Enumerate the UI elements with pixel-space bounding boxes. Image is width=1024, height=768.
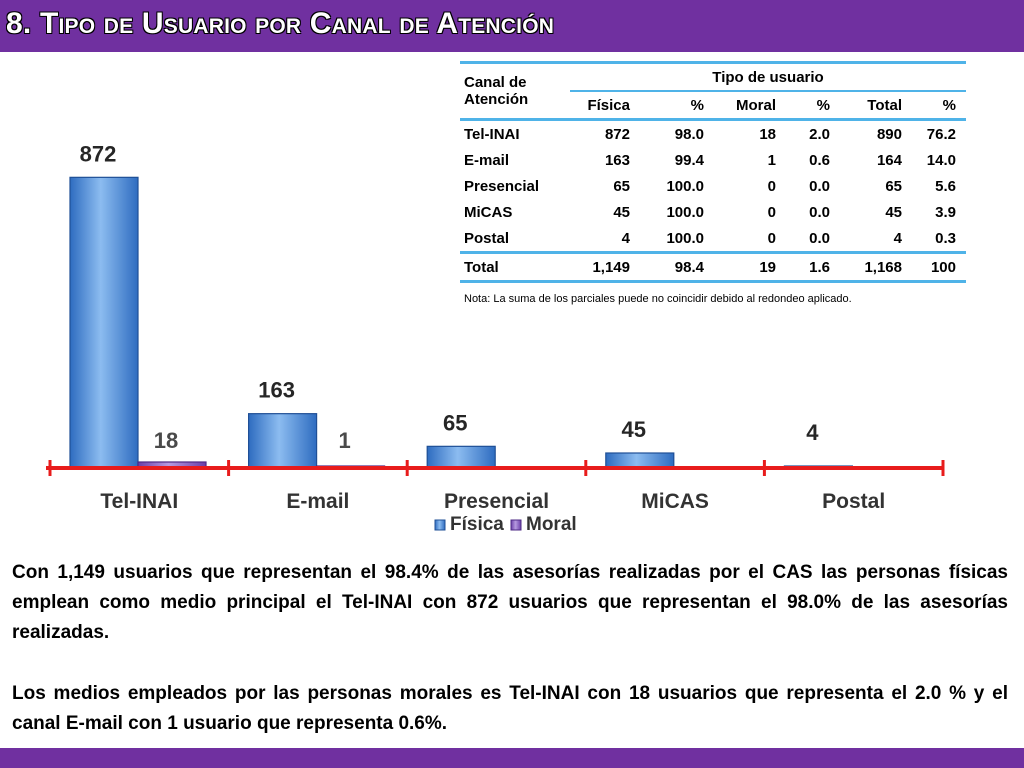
row-fisica-pct: 98.0 [640, 118, 714, 147]
header-canal: Canal de Atención [460, 61, 570, 120]
bottom-bar [0, 748, 1024, 768]
legend-label-fisica: Física [450, 514, 504, 535]
total-fisica: 1,149 [570, 251, 640, 283]
row-total-pct: 0.3 [935, 229, 956, 247]
data-label-moral: 1 [338, 428, 350, 453]
row-moral-pct: 2.0 [786, 118, 840, 147]
row-canal: Postal [464, 229, 510, 247]
row-fisica: 163 [604, 151, 630, 169]
row-total-pct: 14.0 [926, 151, 956, 169]
total-fisica-pct: 98.4 [640, 251, 714, 283]
data-label-fisica: 45 [622, 417, 646, 442]
total-moral: 19 [714, 251, 786, 283]
row-moral: 0 [767, 229, 776, 247]
category-label: E-mail [286, 490, 349, 513]
subheader-moral: Moral [735, 96, 776, 114]
row-fisica-pct: 100.0 [666, 203, 704, 221]
table-header-row: Canal de Atención Tipo de usuario [460, 61, 966, 120]
row-moral-pct: 0.0 [809, 229, 830, 247]
row-total: 4 [893, 229, 902, 247]
row-fisica: 45 [613, 203, 630, 221]
table-total-row: Total 1,149 98.4 19 1.6 1,168 100 [460, 251, 966, 283]
row-moral-pct: 0.6 [809, 151, 830, 169]
row-moral-pct: 0.0 [809, 177, 830, 195]
row-fisica: 65 [613, 177, 630, 195]
row-moral: 0 [767, 177, 776, 195]
category-label: Tel-INAI [100, 490, 178, 513]
row-total: 164 [876, 151, 902, 169]
subheader-fisica: Física [587, 96, 630, 114]
row-total: 45 [885, 203, 902, 221]
data-label-fisica: 65 [443, 410, 467, 435]
row-total-pct: 3.9 [935, 203, 956, 221]
category-label: Presencial [444, 490, 549, 513]
bar-fisica [605, 452, 675, 469]
subheader-moral-pct: % [816, 96, 830, 114]
row-canal: Tel-INAI [460, 118, 570, 147]
row-moral-pct: 0.0 [809, 203, 830, 221]
subheader-total-pct: % [942, 96, 956, 114]
table-row: Postal 4 100.0 0 0.0 4 0.3 [460, 225, 966, 253]
bar-fisica [69, 176, 139, 469]
title-bar: 8. Tipo de Usuario por Canal de Atención [0, 0, 1024, 52]
data-table-wrap: Canal de Atención Tipo de usuario Física… [460, 61, 966, 283]
data-label-fisica: 872 [80, 141, 117, 166]
row-fisica-pct: 99.4 [674, 151, 704, 169]
bar-fisica [426, 445, 496, 469]
row-canal: E-mail [464, 151, 510, 169]
row-moral: 1 [767, 151, 776, 169]
category-label: Postal [822, 490, 885, 513]
data-label-moral: 18 [154, 428, 178, 453]
table-note: Nota: La suma de los parciales puede no … [464, 293, 852, 305]
row-canal: Presencial [464, 177, 540, 195]
legend-swatch-fisica [434, 519, 446, 531]
data-label-fisica: 163 [258, 378, 295, 403]
subheader-fisica-pct: % [690, 96, 704, 114]
row-fisica-pct: 100.0 [666, 229, 704, 247]
table-row: E-mail 163 99.4 1 0.6 164 14.0 [460, 147, 966, 173]
subheader-total: Total [867, 96, 902, 114]
row-fisica: 4 [621, 229, 630, 247]
row-total-pct: 76.2 [912, 118, 966, 147]
summary-paragraph-2: Los medios empleados por las personas mo… [12, 683, 1008, 734]
row-fisica: 872 [570, 118, 640, 147]
total-total-pct: 100 [912, 251, 966, 283]
total-moral-pct: 1.6 [786, 251, 840, 283]
bar-chart: 872 18 Tel-INAI 163 1 E-mail 65 Presencial 45 MiC… [46, 141, 945, 535]
row-canal: MiCAS [464, 203, 513, 221]
row-total: 65 [885, 177, 902, 195]
header-group: Tipo de usuario [570, 61, 966, 92]
table-row: MiCAS 45 100.0 0 0.0 45 3.9 [460, 199, 966, 225]
category-label: MiCAS [641, 490, 709, 513]
bar-fisica [248, 413, 318, 469]
row-moral: 18 [714, 118, 786, 147]
row-fisica-pct: 100.0 [666, 177, 704, 195]
summary-paragraph-1: Con 1,149 usuarios que representan el 98… [12, 562, 1008, 643]
total-canal: Total [460, 251, 570, 283]
data-label-fisica: 4 [806, 420, 819, 445]
row-total: 890 [840, 118, 912, 147]
table-row: Tel-INAI 872 98.0 18 2.0 890 76.2 [460, 118, 966, 147]
page-title: 8. Tipo de Usuario por Canal de Atención [6, 7, 555, 40]
data-table: Canal de Atención Tipo de usuario Física… [460, 61, 966, 283]
table-row: Presencial 65 100.0 0 0.0 65 5.6 [460, 173, 966, 199]
row-total-pct: 5.6 [935, 177, 956, 195]
row-moral: 0 [767, 203, 776, 221]
total-total: 1,168 [840, 251, 912, 283]
table-subheader-row: Física % Moral % Total % [460, 91, 966, 120]
legend-swatch-moral [510, 519, 522, 531]
legend-label-moral: Moral [526, 514, 577, 535]
